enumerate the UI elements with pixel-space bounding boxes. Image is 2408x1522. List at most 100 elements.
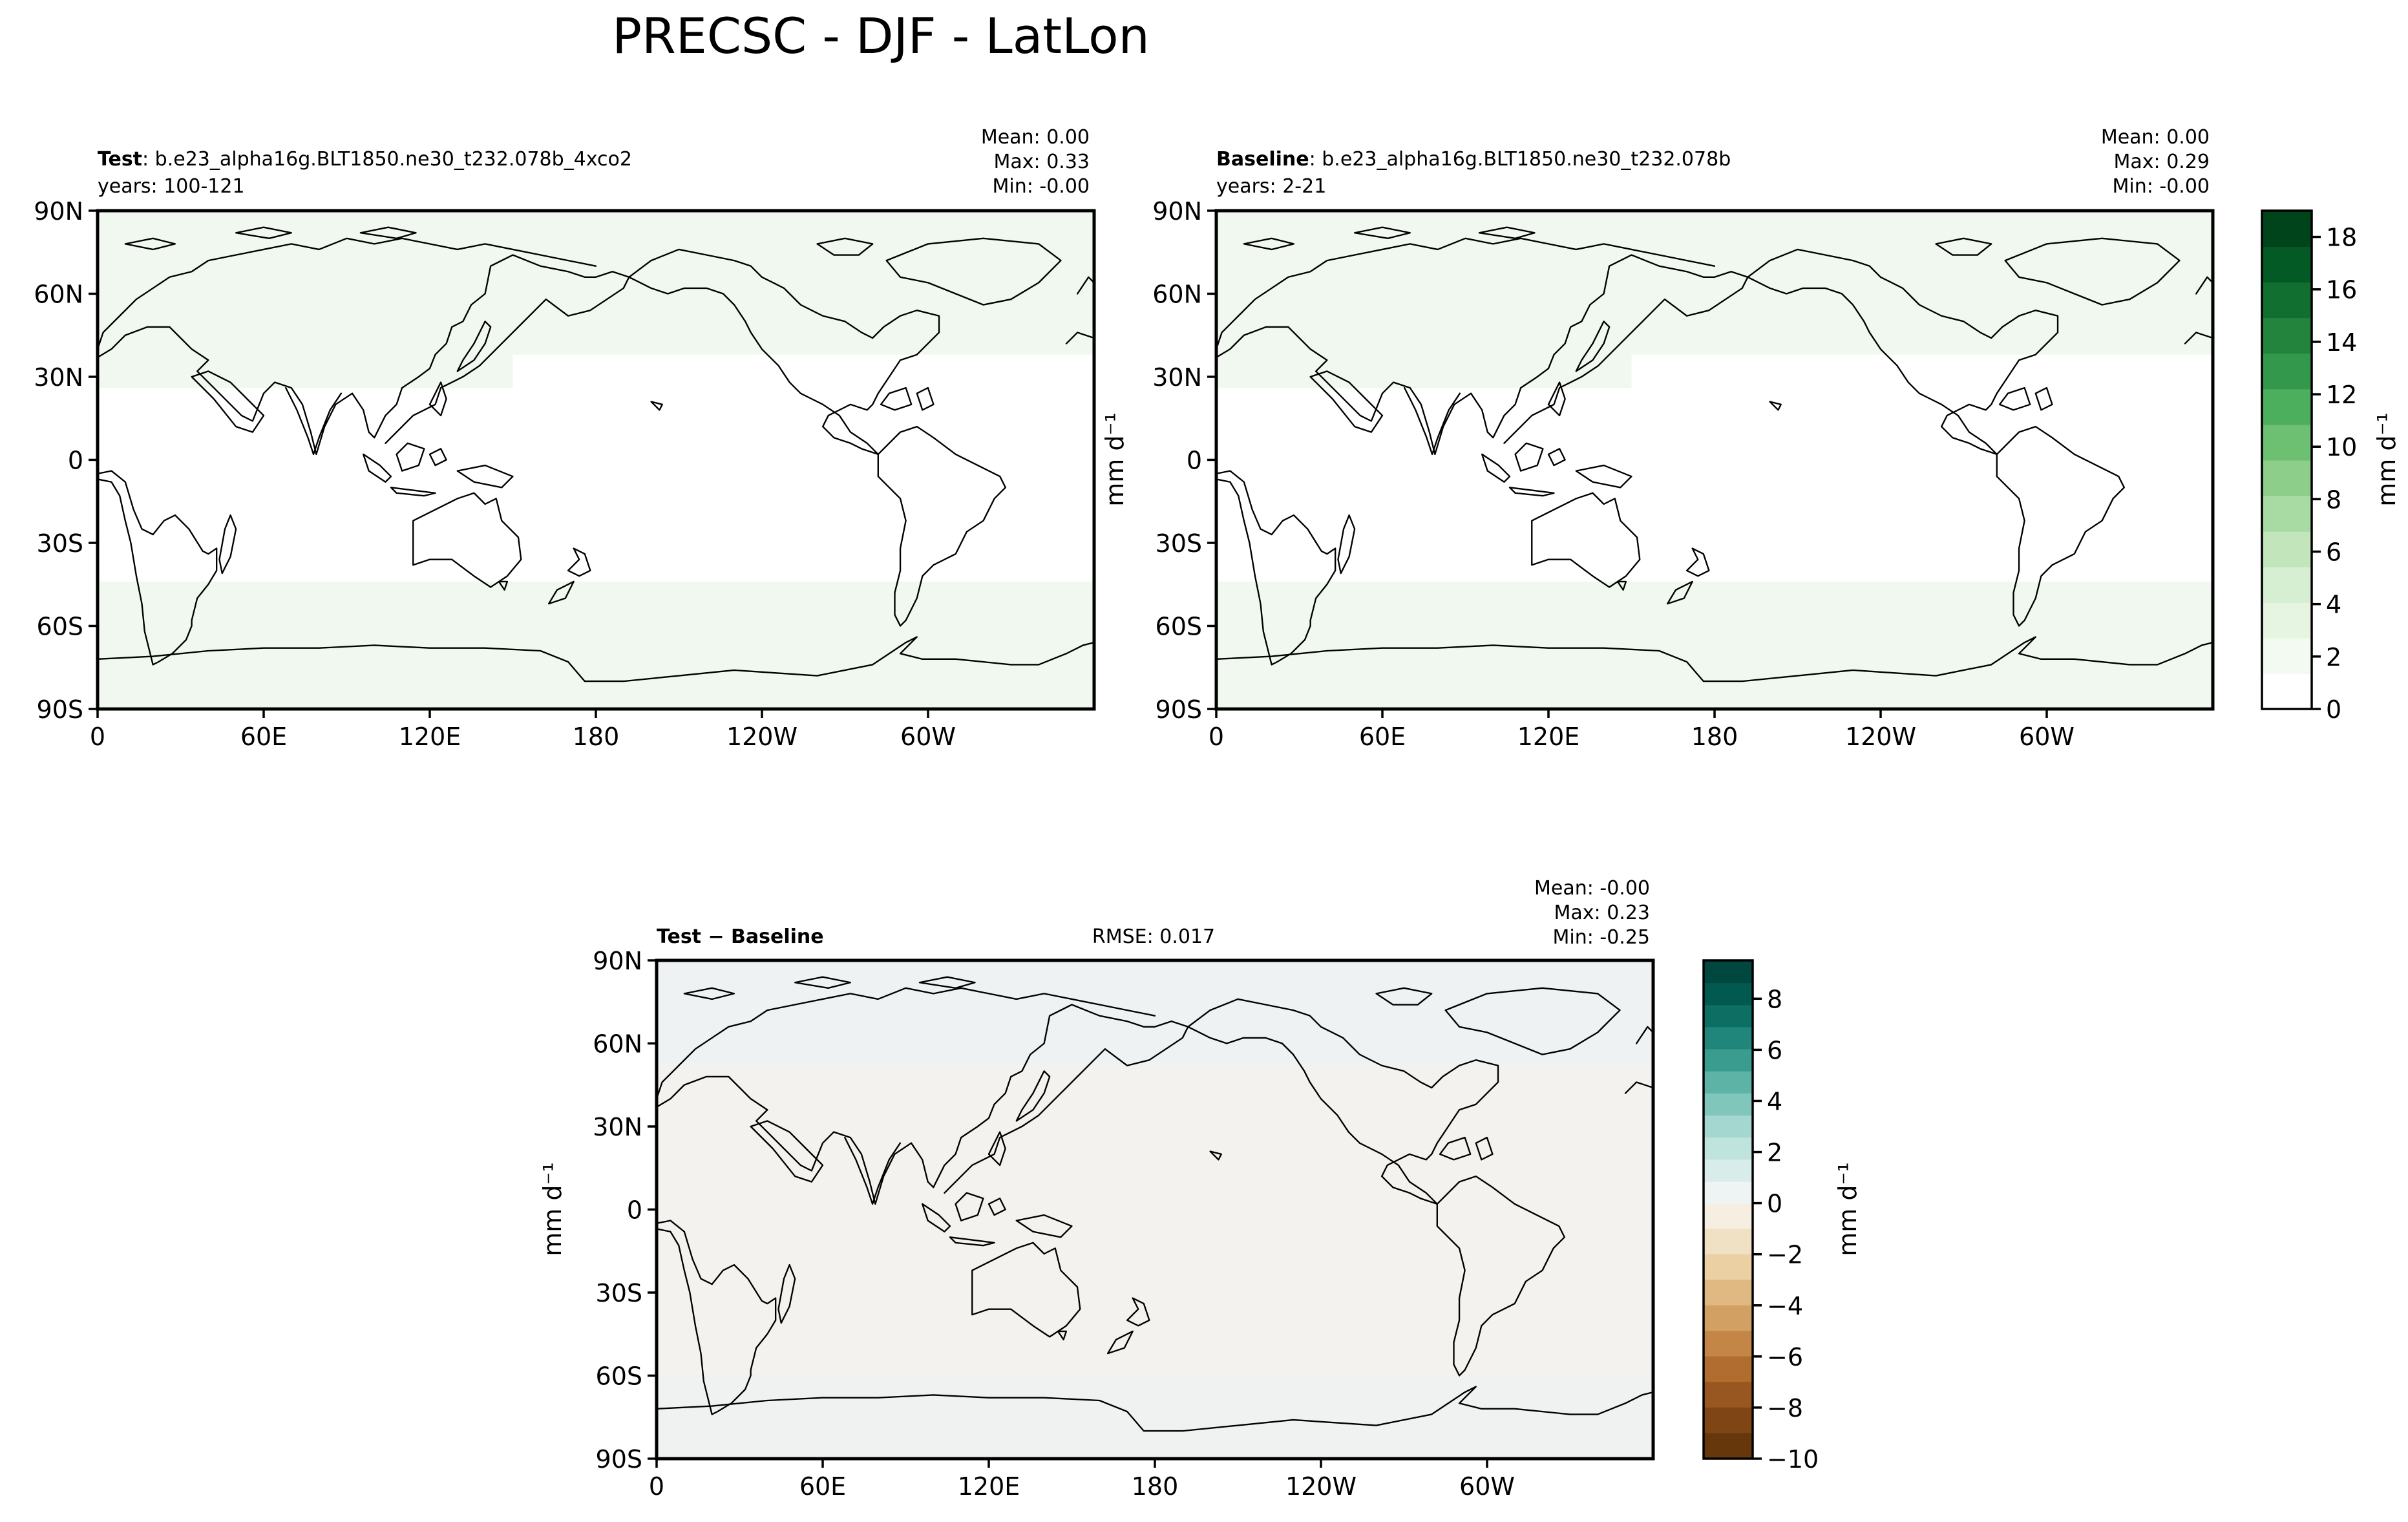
colorbar-precip-swatch [2262,566,2312,603]
colorbar-diff-swatch [1704,960,1753,984]
colorbar-diff-swatch [1704,1092,1753,1116]
panel-diff-stat-min: Min: -0.25 [1553,926,1651,949]
ytick-label: 60N [34,280,83,309]
ytick-label: 60N [593,1030,642,1059]
panel-baseline-stat-mean: Mean: 0.00 [2101,126,2210,149]
xtick-label: 120E [1517,723,1580,751]
xtick-label: 180 [1691,723,1738,751]
colorbar-diff-swatch [1704,1331,1753,1357]
panel-test-title-bold: Test [98,148,142,171]
colorbar-diff-swatch [1704,1115,1753,1138]
colorbar-diff-swatch [1704,1229,1753,1255]
xtick-label: 60E [799,1472,846,1501]
panel-diff-map [657,960,1653,1459]
colorbar-diff-tick-label: −2 [1767,1241,1803,1269]
xtick-label: 120W [1845,723,1916,751]
colorbar-diff-label: mm d⁻¹ [1833,1162,1862,1256]
colorbar-diff-tick-label: 2 [1767,1139,1782,1167]
colorbar-precip-swatch [2262,353,2312,390]
xtick-label: 60E [240,723,287,751]
panel-test-xticks: 0 60E 120E 180 120W 60W [90,709,956,751]
ytick-label: 0 [627,1196,642,1225]
panel-diff-stat-mean: Mean: -0.00 [1534,877,1650,900]
colorbar-precip: 0 2 4 6 8 10 12 14 16 18 mm d⁻¹ [2261,209,2401,724]
colorbar-precip-swatch [2262,673,2312,710]
xtick-label: 120E [958,1472,1020,1501]
colorbar-diff-swatch [1704,1305,1753,1332]
panel-baseline-field-tropic-band [1216,388,2213,582]
colorbar-diff-swatch [1704,982,1753,1006]
ytick-label: 0 [1187,447,1202,475]
xtick-label: 60W [900,723,956,751]
xtick-label: 60W [1459,1472,1515,1501]
ytick-label: 60S [1156,613,1202,641]
ytick-label: 30N [593,1113,642,1141]
panel-baseline-ylabel: mm d⁻¹ [1101,412,1129,507]
panel-diff-ylabel: mm d⁻¹ [538,1162,567,1256]
colorbar-precip-swatch [2262,282,2312,319]
ytick-label: 30S [596,1279,642,1307]
colorbar-diff-frame [1702,959,1754,1460]
panel-diff-rmse: RMSE: 0.017 [1092,925,1215,948]
xtick-label: 180 [1132,1472,1179,1501]
panel-baseline-subtitle: years: 2-21 [1216,175,1326,198]
panel-test: Test: b.e23_alpha16g.BLT1850.ne30_t232.0… [34,126,1096,751]
colorbar-diff-tick-label: 4 [1767,1087,1782,1115]
ytick-label: 60N [1152,280,1202,309]
colorbar-diff-swatch [1704,1356,1753,1383]
colorbar-precip-tick-label: 0 [2326,695,2341,724]
colorbar-precip-tick-label: 12 [2326,381,2357,409]
colorbar-diff-swatch [1704,1203,1753,1230]
panel-test-map [98,211,1094,709]
colorbar-precip-swatch [2262,424,2312,461]
panel-diff-stat-max: Max: 0.23 [1554,902,1650,924]
xtick-label: 0 [90,723,105,751]
panel-test-stat-min: Min: -0.00 [993,175,1090,198]
colorbar-precip-tick-label: 8 [2326,485,2341,514]
colorbar-precip-swatch [2262,602,2312,639]
panel-baseline-title: Baseline: b.e23_alpha16g.BLT1850.ne30_t2… [1216,148,1731,171]
colorbar-diff-tick-label: −10 [1767,1445,1819,1474]
ytick-label: 0 [68,447,83,475]
panel-baseline-stat-max: Max: 0.29 [2114,151,2210,173]
xtick-label: 120W [726,723,797,751]
ytick-label: 30S [1156,529,1202,558]
panel-diff-yticks: 90N 60N 30N 0 30S 60S 90S [593,947,657,1474]
colorbar-diff-tick-label: −4 [1767,1292,1803,1320]
ytick-label: 30N [1152,363,1202,392]
ytick-label: 90N [593,947,642,975]
panel-diff-xticks: 0 60E 120E 180 120W 60W [649,1459,1515,1501]
colorbar-diff-tick-label: 8 [1767,985,1782,1013]
panel-test-subtitle: years: 100-121 [98,175,245,198]
panel-baseline-stat-min: Min: -0.00 [2113,175,2210,198]
ytick-label: 90S [37,695,83,724]
xtick-label: 0 [1209,723,1224,751]
colorbar-diff-swatch [1704,1026,1753,1050]
colorbar-precip-tick-label: 18 [2326,224,2357,252]
xtick-label: 60W [2019,723,2075,751]
colorbar-precip-tick-label: 4 [2326,591,2341,619]
colorbar-precip-swatch [2262,637,2312,674]
colorbar-precip-swatch [2262,317,2312,354]
colorbar-diff-swatch [1704,1433,1753,1459]
xtick-label: 120E [399,723,461,751]
colorbar-diff-swatch [1704,1382,1753,1408]
colorbar-diff-swatches [1704,960,1753,1459]
colorbar-diff-tick-label: 0 [1767,1190,1782,1218]
panel-diff-title: Test − Baseline [657,925,824,948]
colorbar-diff-swatch [1704,1181,1753,1204]
colorbar-precip-tick-label: 6 [2326,538,2341,567]
xtick-label: 120W [1285,1472,1357,1501]
colorbar-diff-swatch [1704,1048,1753,1072]
colorbar-precip-swatch [2262,460,2312,496]
xtick-label: 0 [649,1472,664,1501]
panel-baseline-title-rest: : b.e23_alpha16g.BLT1850.ne30_t232.078b [1309,148,1731,171]
xtick-label: 60E [1359,723,1406,751]
colorbar-precip-tick-label: 14 [2326,328,2357,357]
colorbar-diff-swatch [1704,1159,1753,1182]
panel-diff-field-south [657,1375,1653,1459]
panel-baseline-map [1216,211,2213,709]
panel-test-title: Test: b.e23_alpha16g.BLT1850.ne30_t232.0… [98,148,632,171]
colorbar-precip-swatch [2262,531,2312,567]
colorbar-precip-tick-label: 16 [2326,276,2357,304]
